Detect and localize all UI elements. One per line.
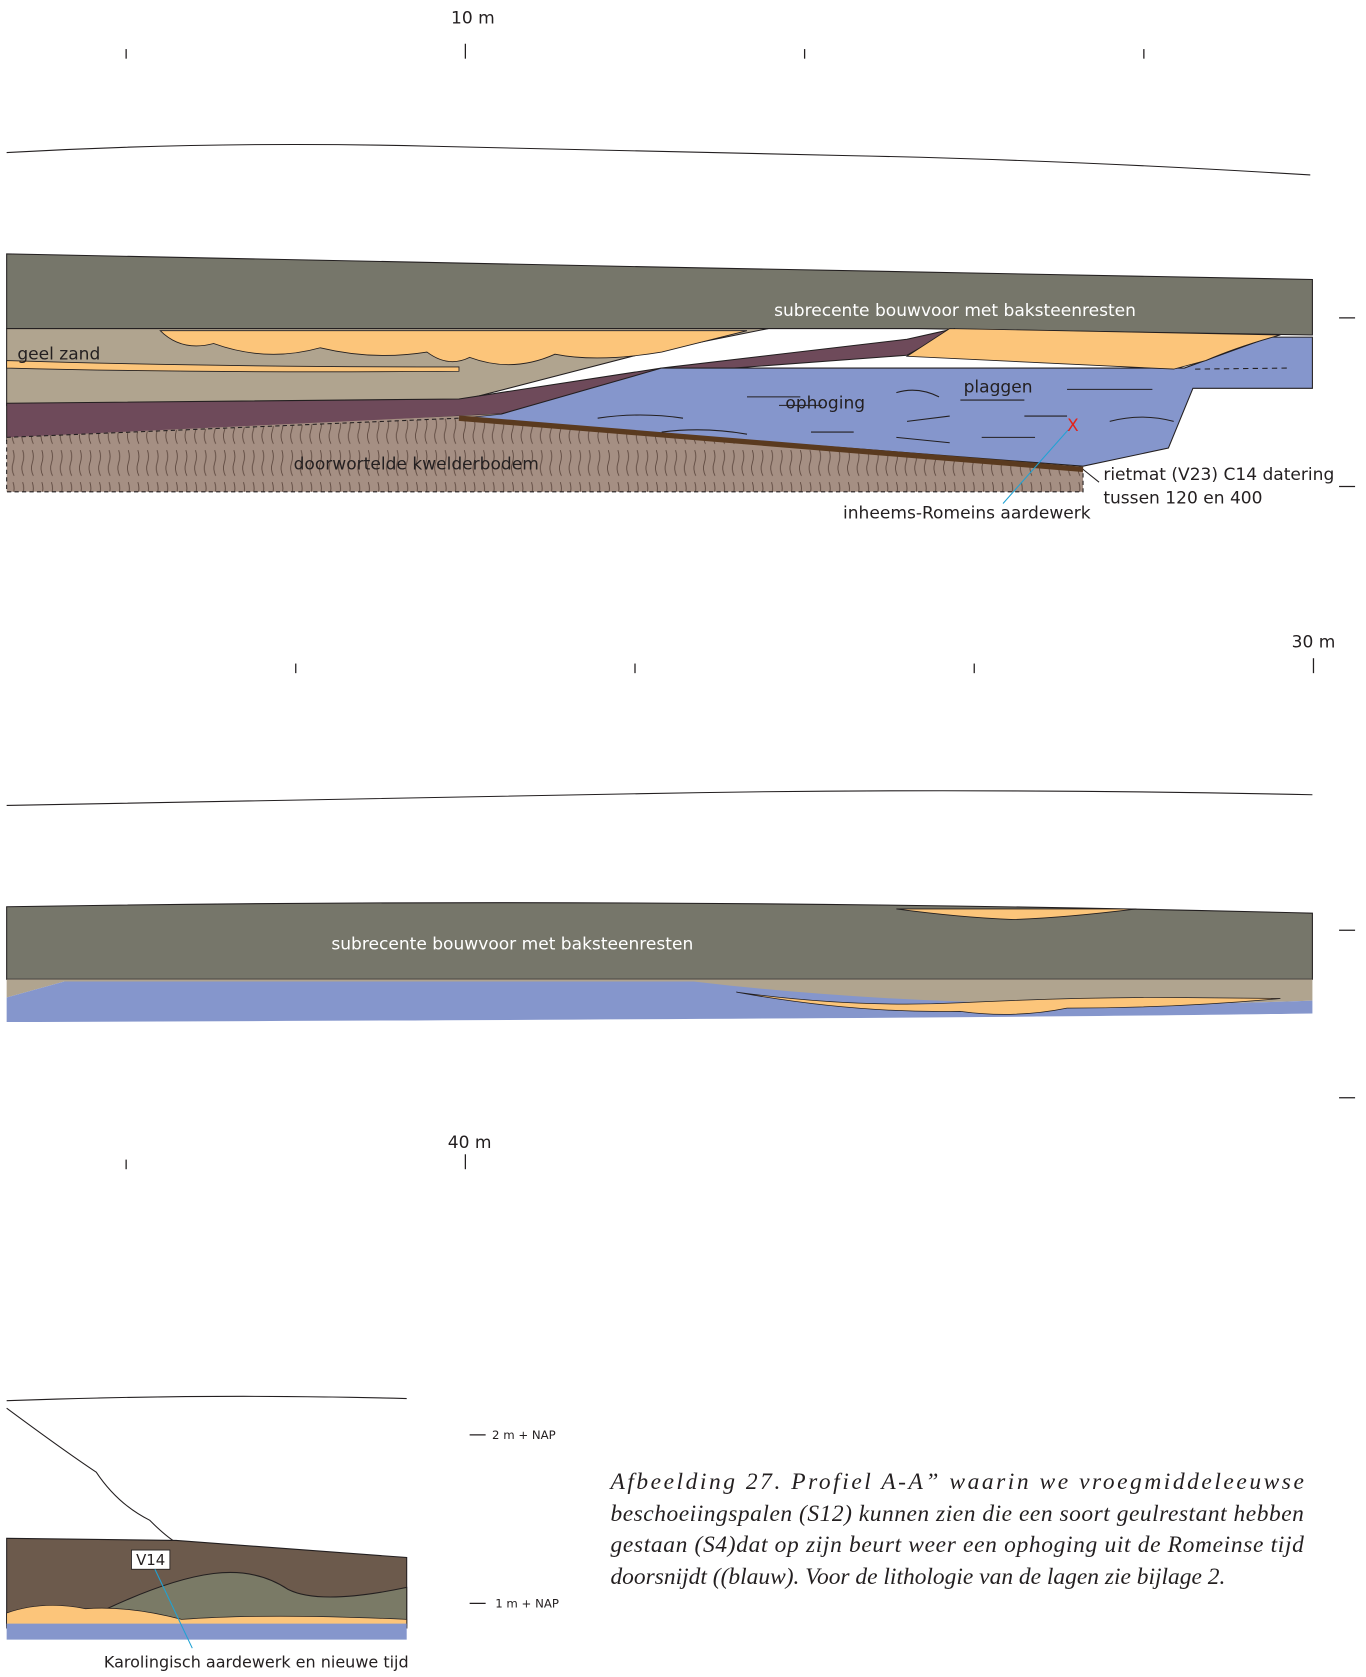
raised-layer bbox=[6, 1623, 407, 1640]
annotation: rietmat (V23) C14 datering bbox=[1103, 465, 1334, 485]
layer-label: subrecente bouwvoor met baksteenresten bbox=[331, 934, 693, 954]
caption: Afbeelding 27. Profiel A-A” waarin we vr… bbox=[608, 1469, 1304, 1590]
layer-label: plaggen bbox=[964, 378, 1033, 398]
layer-label: subrecente bouwvoor met baksteenresten bbox=[774, 301, 1136, 321]
reed-mat bbox=[458, 415, 1084, 473]
sod-lines bbox=[597, 388, 1174, 444]
yellow-sand bbox=[905, 328, 1281, 370]
caption-line: gestaan (S4)dat op zijn beurt weer een o… bbox=[610, 1532, 1304, 1558]
scale-label: 40 m bbox=[448, 1133, 492, 1153]
panel-3: 40 m V14 Karolingisch aardewerk en nieuw… bbox=[6, 1133, 559, 1671]
caption-line: Afbeelding 27. Profiel A-A” waarin we vr… bbox=[608, 1469, 1303, 1495]
find-mark: X bbox=[1067, 416, 1079, 436]
surface-line bbox=[6, 143, 1311, 176]
leader-line bbox=[154, 1569, 193, 1649]
dashed-line bbox=[1195, 367, 1292, 370]
layer-label: geel zand bbox=[17, 345, 100, 365]
annotation: tussen 120 en 400 bbox=[1103, 489, 1262, 509]
scale-label: 30 m bbox=[1292, 633, 1336, 653]
cut-line bbox=[6, 1407, 177, 1544]
leader-line bbox=[1002, 429, 1069, 504]
find-label: V14 bbox=[136, 1551, 165, 1569]
yellow-sand bbox=[159, 330, 748, 366]
yellow-sand bbox=[896, 908, 1137, 921]
layer-label: doorwortelde kwelderbodem bbox=[294, 454, 539, 474]
roots bbox=[6, 417, 1084, 493]
annotation: Karolingisch aardewerk en nieuwe tijd bbox=[104, 1652, 409, 1671]
layer-label: ophoging bbox=[785, 394, 865, 414]
topsoil-layer bbox=[6, 253, 1313, 336]
surface-line bbox=[6, 1395, 407, 1402]
scale-label: 10 m bbox=[451, 8, 495, 28]
panel-1: 10 m subrecente bouwvoor met baksteenres… bbox=[6, 8, 1356, 523]
level-label: 2 m + NAP bbox=[492, 1428, 556, 1442]
surface-line bbox=[6, 790, 1313, 806]
panel-2: 30 m subrecente bouwvoor met baksteenres… bbox=[6, 633, 1356, 1099]
caption-line: doorsnijdt ((blauw). Voor de lithologie … bbox=[610, 1564, 1225, 1590]
annotation: inheems-Romeins aardewerk bbox=[843, 503, 1091, 523]
leader-line bbox=[1082, 468, 1100, 483]
topsoil-layer bbox=[6, 902, 1313, 980]
grey-layer bbox=[106, 1571, 408, 1629]
yellow-sand bbox=[6, 360, 460, 373]
level-label: 1 m + NAP bbox=[495, 1597, 559, 1611]
sand-layer bbox=[6, 979, 1313, 1005]
yellow-sand bbox=[6, 1604, 408, 1627]
caption-line: beschoeiingspalen (S12) kunnen zien die … bbox=[610, 1501, 1303, 1527]
label-box bbox=[131, 1549, 171, 1570]
yellow-sand bbox=[736, 991, 1281, 1015]
